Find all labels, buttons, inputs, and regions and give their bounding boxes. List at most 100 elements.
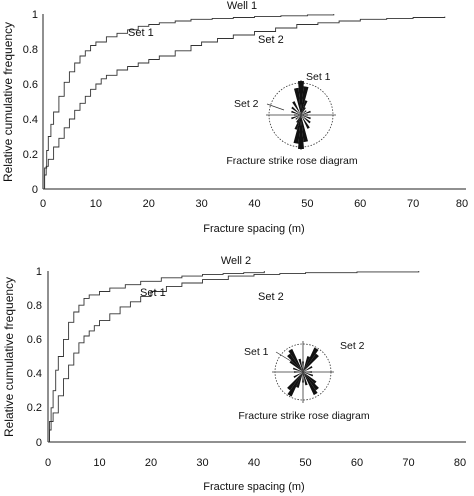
rose-petal bbox=[301, 110, 311, 115]
x-tick-label: 40 bbox=[248, 198, 260, 210]
series-line-set-2 bbox=[43, 16, 446, 190]
rose-petal bbox=[294, 115, 301, 130]
rose-petal bbox=[296, 372, 303, 388]
rose-petal bbox=[301, 86, 309, 115]
y-tick-label: 0.6 bbox=[27, 334, 42, 346]
chart-title: Well 1 bbox=[227, 0, 257, 12]
rose-petal bbox=[301, 110, 307, 115]
y-tick-label: 0.2 bbox=[27, 402, 42, 414]
rose-petal bbox=[302, 372, 304, 383]
rose-label-set-2: Set 2 bbox=[340, 340, 365, 352]
rose-petals bbox=[287, 347, 319, 397]
y-tick-label: 1 bbox=[32, 9, 38, 21]
rose-petal bbox=[291, 115, 301, 120]
rose-petal bbox=[303, 372, 308, 386]
rose-caption: Fracture strike rose diagram bbox=[238, 410, 370, 422]
x-tick-label: 70 bbox=[407, 198, 419, 210]
y-tick-label: 0.4 bbox=[27, 368, 42, 380]
rose-petal bbox=[303, 347, 319, 372]
x-tick-label: 20 bbox=[143, 198, 155, 210]
x-tick-label: 60 bbox=[351, 457, 363, 469]
x-axis-label: Fracture spacing (m) bbox=[203, 223, 304, 235]
y-tick-label: 0.8 bbox=[27, 300, 42, 312]
rose-petal bbox=[301, 115, 311, 120]
rose-petal bbox=[288, 348, 303, 372]
rose-leader-line bbox=[266, 103, 285, 111]
series-line-set-1 bbox=[43, 14, 335, 190]
x-axis-label: Fracture spacing (m) bbox=[203, 481, 304, 493]
x-tick-label: 10 bbox=[93, 457, 105, 469]
rose-petal bbox=[303, 372, 314, 377]
rose-petal bbox=[303, 366, 313, 372]
series-label-set-2: Set 2 bbox=[258, 291, 284, 303]
chart-well-1: Well 1 1 0.8 0.6 0.4 0.2 0 0 10 20 30 40… bbox=[1, 0, 468, 235]
series-line-set-2 bbox=[48, 271, 420, 443]
rose-petal bbox=[303, 353, 319, 372]
rose-petals bbox=[291, 80, 311, 150]
rose-petal bbox=[294, 114, 301, 116]
rose-petal bbox=[291, 110, 301, 115]
y-tick-label: 0.6 bbox=[23, 79, 38, 91]
rose-petal bbox=[292, 101, 301, 115]
x-tick-label: 50 bbox=[299, 457, 311, 469]
rose-diagram: Set 1 Set 2 Fracture strike rose diagram bbox=[226, 71, 358, 167]
rose-petal bbox=[293, 115, 301, 144]
x-tick-label: 40 bbox=[248, 457, 260, 469]
series-label-set-2: Set 2 bbox=[258, 34, 284, 46]
x-tick-label: 0 bbox=[45, 457, 51, 469]
rose-petal bbox=[298, 358, 303, 372]
x-tick-label: 60 bbox=[354, 198, 366, 210]
x-tick-label: 80 bbox=[454, 457, 466, 469]
y-tick-label: 0.2 bbox=[23, 149, 38, 161]
rose-label-set-2: Set 2 bbox=[234, 98, 259, 110]
rose-petal bbox=[293, 372, 303, 378]
y-tick-label: 0.8 bbox=[23, 44, 38, 56]
y-tick-label: 1 bbox=[36, 266, 42, 278]
x-tick-label: 50 bbox=[301, 198, 313, 210]
rose-petal bbox=[301, 107, 306, 115]
rose-petal bbox=[303, 356, 310, 372]
y-tick-label: 0.4 bbox=[23, 114, 38, 126]
x-tick-label: 10 bbox=[90, 198, 102, 210]
rose-petal bbox=[287, 353, 303, 372]
rose-petal bbox=[296, 115, 301, 123]
rose-petal bbox=[303, 371, 313, 373]
rose-petal bbox=[292, 367, 303, 372]
y-tick-label: 0 bbox=[32, 184, 38, 196]
x-tick-label: 20 bbox=[145, 457, 157, 469]
rose-petal bbox=[301, 114, 308, 116]
rose-label-set-1: Set 1 bbox=[306, 71, 331, 83]
rose-petal bbox=[287, 372, 303, 397]
rose-petal bbox=[294, 87, 301, 115]
chart-well-2: Well 2 1 0.8 0.6 0.4 0.2 0 0 10 20 30 40… bbox=[2, 255, 466, 493]
series-label-set-1: Set 1 bbox=[128, 27, 154, 39]
x-tick-label: 0 bbox=[40, 198, 46, 210]
x-tick-label: 30 bbox=[195, 198, 207, 210]
rose-petal bbox=[303, 372, 317, 384]
x-tick-label: 70 bbox=[402, 457, 414, 469]
rose-leader-line bbox=[275, 351, 295, 364]
x-tick-label: 80 bbox=[456, 198, 468, 210]
series-label-set-1: Set 1 bbox=[140, 287, 166, 299]
rose-petal bbox=[301, 100, 308, 115]
x-tick-label: 30 bbox=[196, 457, 208, 469]
rose-petal bbox=[302, 361, 304, 372]
rose-petal bbox=[293, 371, 303, 373]
y-axis-label: Relative cumulative frequency bbox=[1, 22, 15, 182]
rose-petal bbox=[298, 80, 304, 115]
rose-petal bbox=[301, 115, 308, 143]
rose-petal bbox=[287, 372, 303, 391]
rose-petal bbox=[289, 360, 303, 372]
series-line-set-1 bbox=[48, 271, 265, 443]
rose-petal bbox=[291, 106, 301, 115]
rose-petal bbox=[301, 115, 310, 129]
y-tick-label: 0 bbox=[36, 437, 42, 449]
rose-diagram: Set 1 Set 2 Fracture strike rose diagram bbox=[238, 340, 370, 422]
rose-caption: Fracture strike rose diagram bbox=[226, 155, 358, 167]
rose-petal bbox=[298, 115, 304, 150]
rose-petal bbox=[295, 115, 301, 120]
rose-petal bbox=[301, 115, 311, 124]
chart-title: Well 2 bbox=[221, 255, 251, 267]
rose-petal bbox=[303, 372, 319, 391]
rose-label-set-1: Set 1 bbox=[244, 346, 269, 358]
